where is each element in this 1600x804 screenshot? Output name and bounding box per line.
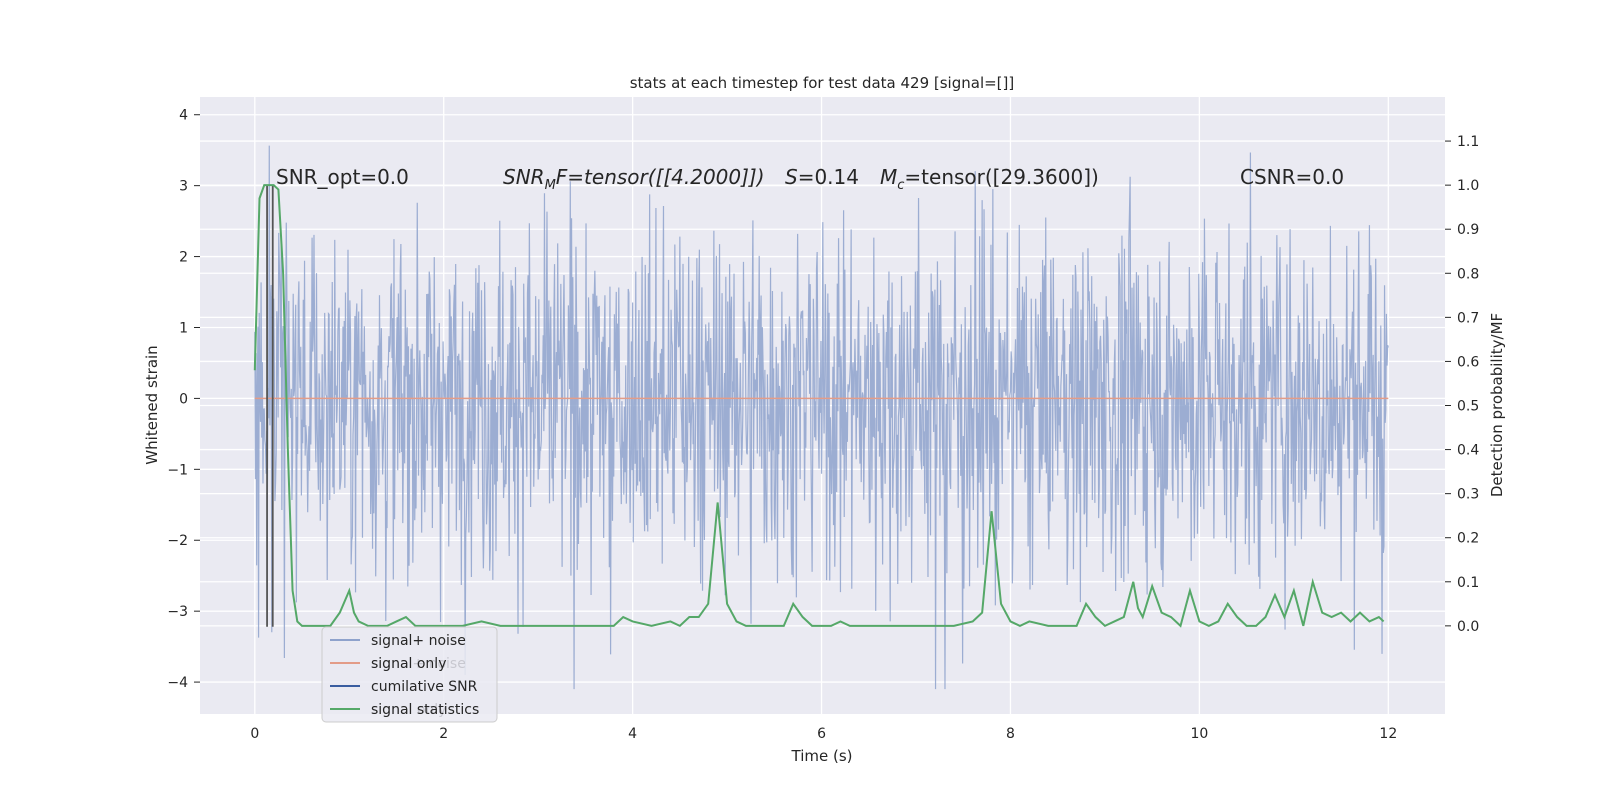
legend-label-signal-only: signal only (371, 656, 446, 672)
annotation-s-value: =0.14 (798, 165, 859, 189)
y-tick-label: 2 (179, 250, 188, 266)
y-axis-label: Whitened strain (143, 345, 161, 464)
annotation-mc-symbol: M (880, 165, 897, 189)
legend-label-cumulative-snr: cumilative SNR (371, 679, 478, 695)
noise-series-line (254, 145, 1389, 690)
annotation-snr-mf-sub: M (545, 178, 556, 193)
annotation-mc: Mc=tensor([29.3600]) (880, 165, 1099, 193)
y-right-tick-label: 0.7 (1457, 310, 1479, 326)
chart-title: stats at each timestep for test data 429… (630, 74, 1015, 92)
y-tick-label: 4 (179, 108, 188, 124)
y-tick-label: −2 (167, 533, 188, 549)
y-right-tick-label: 0.0 (1457, 619, 1479, 635)
line-series-layer (253, 184, 1389, 628)
x-tick-label: 10 (1190, 726, 1208, 742)
annotation-snr-opt: SNR_opt=0.0 (276, 165, 409, 189)
y-axis-right-label: Detection probability/MF (1488, 313, 1506, 497)
annotation-s-symbol: S (785, 165, 798, 189)
y-right-tick-label: 1.0 (1457, 178, 1479, 194)
x-axis-label: Time (s) (791, 747, 853, 765)
y-right-tick-label: 0.8 (1457, 266, 1479, 282)
annotation-snr-mf-symbol: SNR (503, 165, 545, 189)
legend-label-signal-noise: signal+ noise (371, 633, 466, 649)
annotation-snr-mf: SNRMF=tensor([[4.2000]]) (503, 165, 765, 193)
annotation-mc-sub: c (897, 178, 904, 193)
x-tick-label: 2 (439, 726, 448, 742)
y-tick-label: 3 (179, 179, 188, 195)
y-right-tick-label: 0.5 (1457, 399, 1479, 415)
noise-series-layer (254, 145, 1389, 690)
signal-statistics-line (253, 184, 1385, 628)
annotation-mc-value: =tensor([29.3600]) (904, 165, 1098, 189)
legend: signal+ noise signal only signal+ noise … (321, 626, 498, 723)
legend-box (321, 626, 498, 723)
y-tick-label: 0 (179, 391, 188, 407)
annotation-snr-mf-f: F=tensor([[4.2000]]) (556, 165, 765, 189)
x-tick-label: 6 (817, 726, 826, 742)
y-tick-label: 1 (179, 320, 188, 336)
y-right-tick-label: 0.2 (1457, 531, 1479, 547)
y-tick-label: −1 (167, 462, 188, 478)
y-right-tick-label: 0.4 (1457, 443, 1479, 459)
y-right-tick-label: 0.1 (1457, 575, 1479, 591)
x-tick-label: 12 (1379, 726, 1397, 742)
y-right-tick-label: 0.6 (1457, 354, 1479, 370)
y-tick-label: −3 (167, 604, 188, 620)
x-tick-label: 4 (628, 726, 637, 742)
annotation-s: S=0.14 (785, 165, 859, 189)
y-right-tick-label: 1.1 (1457, 134, 1479, 150)
y-tick-label: −4 (167, 675, 188, 691)
y-right-tick-label: 0.3 (1457, 487, 1479, 503)
x-tick-label: 8 (1006, 726, 1015, 742)
legend-ghost-label: signal only (371, 702, 446, 718)
legend-label-signal-statistics: signal statistics (371, 702, 479, 718)
tick-layer: 0 2 4 6 8 10 1243210−1−2−3−41.11.00.90.80.70.6… (167, 108, 1479, 742)
legend-ghost-label: signal+ noise (371, 656, 466, 672)
y-right-tick-label: 0.9 (1457, 222, 1479, 238)
annotation-group: SNR_opt=0.0 SNRMF=tensor([[4.2000]]) S=0… (276, 165, 1344, 193)
x-tick-label: 0 (250, 726, 259, 742)
annotation-csnr: CSNR=0.0 (1240, 165, 1344, 189)
